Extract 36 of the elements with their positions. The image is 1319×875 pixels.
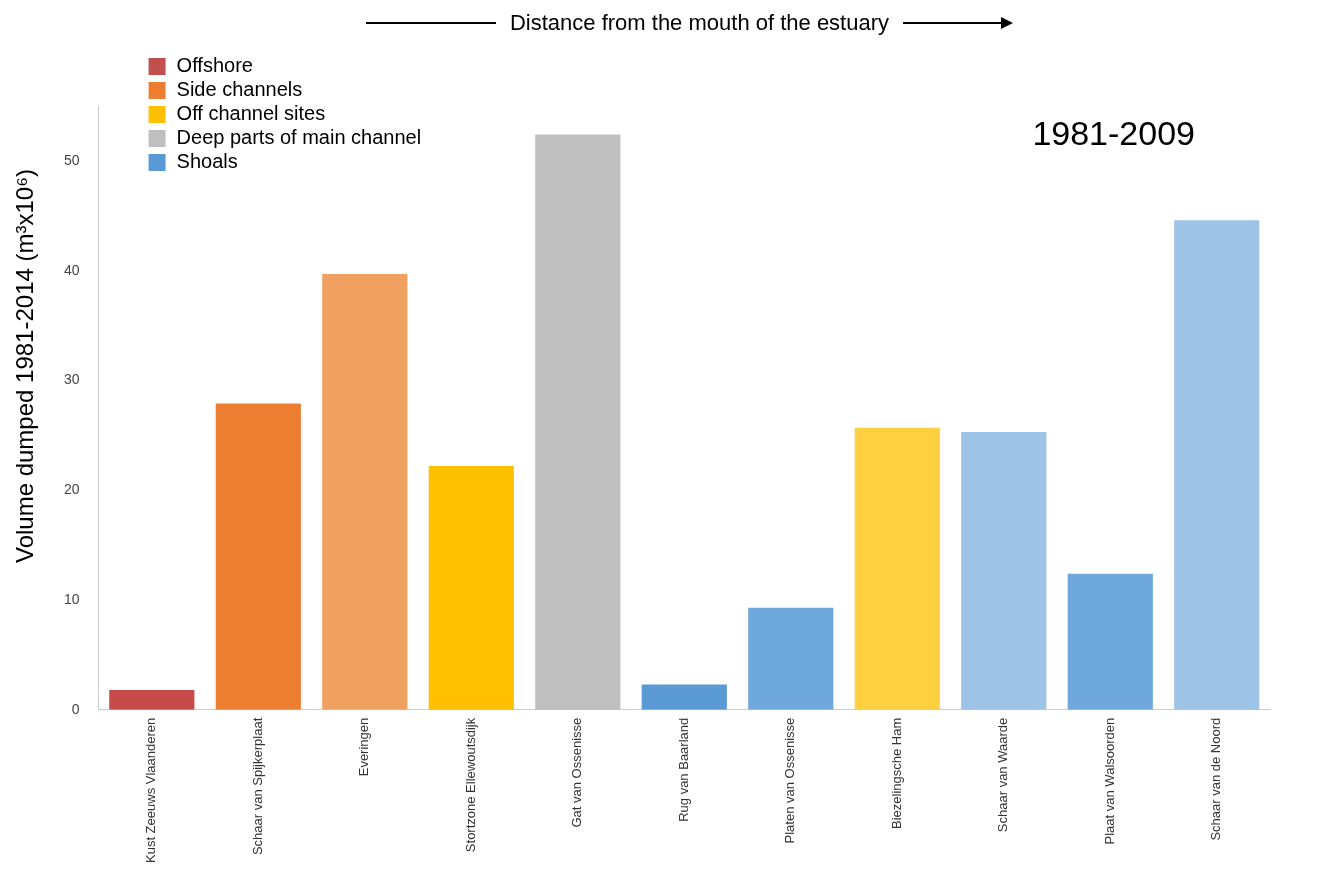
y-tick-label: 0 — [71, 700, 80, 717]
y-tick-label: 50 — [63, 151, 80, 168]
bar — [215, 403, 301, 710]
x-tick-label: Kust Zeeuws Vlaanderen — [143, 717, 159, 864]
legend-label: Off channel sites — [176, 101, 326, 124]
x-tick-label: Everingen — [356, 717, 372, 777]
bar — [428, 466, 514, 710]
bar — [322, 273, 408, 710]
x-tick-label: Platen van Ossenisse — [782, 717, 798, 844]
y-tick-label: 40 — [63, 261, 80, 278]
bar — [641, 684, 727, 710]
bar — [1174, 220, 1260, 710]
bar — [961, 432, 1047, 710]
annotation: 1981-2009 — [1032, 114, 1195, 153]
bar — [854, 427, 940, 710]
x-tick-label: Stortzone Ellewoutsdijk — [462, 717, 478, 853]
bar — [748, 607, 834, 710]
legend-label: Deep parts of main channel — [176, 125, 422, 148]
legend-label: Side channels — [176, 77, 303, 100]
y-tick-label: 10 — [63, 590, 80, 607]
bar — [535, 134, 621, 710]
x-tick-label: Gat van Ossenisse — [569, 717, 585, 828]
x-tick-label: Schaar van de Noord — [1208, 717, 1224, 841]
x-tick-label: Plaat van Walsoorden — [1101, 717, 1117, 845]
chart-title: Distance from the mouth of the estuary — [509, 10, 890, 36]
bar — [1067, 573, 1153, 710]
legend-label: Offshore — [176, 53, 253, 76]
x-tick-label: Rug van Baarland — [675, 717, 691, 822]
x-tick-label: Biezelingsche Ham — [888, 717, 904, 830]
y-axis-title: Volume dumped 1981-2014 (m³x10⁶) — [11, 168, 39, 564]
legend-label: Shoals — [176, 149, 238, 172]
x-tick-label: Schaar van Spijkerplaat — [249, 717, 265, 856]
y-tick-label: 20 — [63, 481, 80, 498]
bar — [109, 689, 195, 710]
x-tick-label: Schaar van Waarde — [995, 717, 1011, 833]
y-tick-label: 30 — [63, 371, 80, 388]
